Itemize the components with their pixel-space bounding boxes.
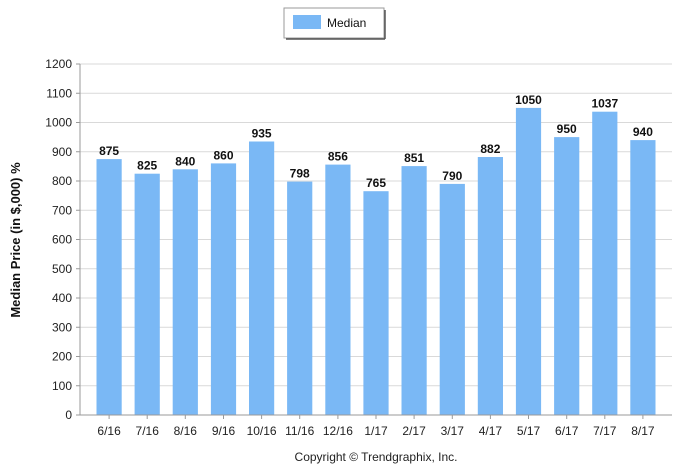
x-tick-label: 11/16	[285, 424, 314, 438]
y-tick-label: 800	[52, 174, 72, 188]
bar	[210, 163, 237, 415]
data-label: 765	[366, 176, 386, 190]
data-label: 950	[557, 122, 577, 136]
y-tick-label: 500	[52, 262, 72, 276]
x-tick-label: 10/16	[247, 424, 277, 438]
data-label: 1037	[591, 97, 618, 111]
x-tick-label: 12/16	[323, 424, 353, 438]
y-tick-label: 600	[52, 233, 72, 247]
bar	[477, 157, 503, 415]
data-label: 940	[633, 125, 653, 139]
bar	[96, 159, 122, 415]
legend-label: Median	[327, 16, 366, 30]
bar	[630, 140, 656, 415]
x-tick-label: 7/17	[593, 424, 617, 438]
x-axis-ticks: 6/16 7/16 8/16 9/16 10/16 11/16 12/16 1/17 2/17 3…	[97, 415, 655, 438]
y-tick-label: 400	[52, 291, 72, 305]
data-labels: 875 825 840 860 935 798 856 765 851 790 882 1050 950…	[99, 93, 653, 190]
y-axis-ticks: 0 100 200 300 400 500 600 700 800 900 1000 1100 1200	[45, 57, 80, 422]
x-tick-label: 9/16	[212, 424, 236, 438]
data-label: 875	[99, 144, 119, 158]
x-tick-label: 2/17	[402, 424, 426, 438]
copyright-footer: Copyright © Trendgraphix, Inc.	[295, 450, 458, 464]
x-tick-label: 7/16	[136, 424, 160, 438]
y-tick-label: 1100	[46, 86, 72, 100]
data-label: 790	[442, 169, 462, 183]
x-tick-label: 6/17	[555, 424, 579, 438]
bar	[249, 141, 275, 415]
y-tick-label: 1000	[45, 116, 72, 130]
y-axis-title: Median Price (in $,000) %	[8, 162, 23, 318]
x-tick-label: 3/17	[441, 424, 465, 438]
y-tick-label: 900	[52, 145, 72, 159]
y-tick-label: 700	[52, 203, 72, 217]
data-label: 825	[137, 159, 157, 173]
x-tick-label: 1/17	[364, 424, 388, 438]
bar	[439, 183, 465, 415]
data-label: 851	[404, 151, 424, 165]
y-tick-label: 200	[52, 350, 72, 364]
data-label: 1050	[515, 93, 542, 107]
x-tick-label: 6/16	[97, 424, 121, 438]
y-tick-label: 1200	[45, 57, 72, 71]
data-label: 935	[252, 127, 272, 141]
data-label: 882	[480, 142, 500, 156]
bar	[515, 107, 542, 416]
bar	[363, 191, 389, 415]
bar	[287, 181, 313, 415]
data-label: 798	[290, 167, 310, 181]
x-tick-label: 4/17	[479, 424, 503, 438]
x-tick-label: 8/17	[631, 424, 655, 438]
data-label: 840	[175, 154, 195, 168]
x-tick-label: 8/16	[174, 424, 198, 438]
bar	[134, 173, 160, 415]
bar	[325, 164, 351, 415]
y-tick-label: 100	[52, 379, 72, 393]
bar	[592, 111, 618, 415]
bar	[401, 166, 427, 415]
legend[interactable]: Median	[283, 7, 386, 40]
legend-swatch	[293, 15, 321, 29]
data-label: 856	[328, 150, 348, 164]
x-tick-label: 5/17	[517, 424, 541, 438]
bars	[96, 107, 656, 416]
bar	[172, 169, 198, 415]
y-tick-label: 300	[52, 320, 72, 334]
bar	[554, 137, 580, 415]
data-label: 860	[213, 148, 233, 162]
y-tick-label: 0	[65, 408, 72, 422]
